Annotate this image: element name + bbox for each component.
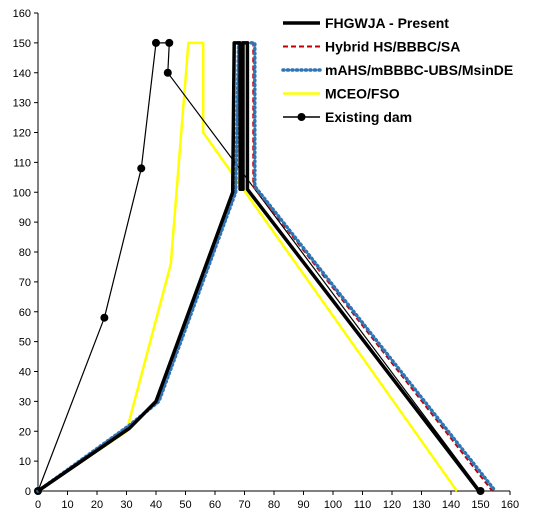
x-tick-label: 70	[238, 499, 250, 511]
x-tick-label: 140	[442, 499, 460, 511]
y-tick-label: 160	[13, 8, 31, 20]
legend-label: Hybrid HS/BBBC/SA	[325, 39, 460, 55]
data-point-existing-dam	[165, 38, 174, 47]
y-tick-label: 70	[19, 277, 31, 289]
y-tick-label: 140	[13, 68, 31, 80]
data-point-existing-dam	[137, 164, 146, 173]
x-tick-label: 30	[120, 499, 132, 511]
x-tick-label: 20	[91, 499, 103, 511]
y-tick-label: 100	[13, 187, 31, 199]
y-tick-label: 0	[25, 486, 31, 498]
y-tick-label: 80	[19, 247, 31, 259]
y-tick-label: 130	[13, 98, 31, 110]
data-point-existing-dam	[100, 313, 109, 322]
x-tick-label: 10	[61, 499, 73, 511]
x-tick-label: 60	[209, 499, 221, 511]
x-tick-label: 130	[412, 499, 430, 511]
legend-label: MCEO/FSO	[325, 86, 400, 102]
x-tick-label: 80	[268, 499, 280, 511]
y-tick-label: 90	[19, 217, 31, 229]
x-tick-label: 0	[35, 499, 41, 511]
legend-label: Existing dam	[325, 109, 412, 125]
y-tick-label: 120	[13, 128, 31, 140]
y-tick-label: 110	[13, 157, 31, 169]
series-line-fhgwja-present	[37, 41, 481, 493]
x-tick-label: 160	[501, 499, 519, 511]
series-line-hybrid-hs-bbbc-sa	[37, 41, 494, 492]
y-tick-label: 60	[19, 307, 31, 319]
axes: 0 10 20 30 40 50 60 70 80 90 100 110 120 130 140 150 160…	[13, 8, 520, 511]
x-tick-label: 110	[354, 499, 372, 511]
y-tick-label: 20	[19, 426, 31, 438]
x-tick-label: 100	[324, 499, 342, 511]
series-layer	[34, 38, 498, 495]
data-point-existing-dam	[152, 38, 160, 47]
x-tick-label: 150	[471, 499, 489, 511]
x-tick-label: 90	[297, 499, 309, 511]
x-tick-label: 40	[150, 499, 162, 511]
legend-marker	[297, 113, 306, 121]
y-tick-label: 150	[13, 38, 31, 50]
y-tick-label: 30	[19, 396, 31, 408]
legend-label: FHGWJA - Present	[325, 15, 449, 31]
series-line-existing-dam	[37, 42, 481, 492]
legend: FHGWJA - Present Hybrid HS/BBBC/SA mAHS/mB…	[281, 15, 513, 125]
x-tick-label: 120	[383, 499, 401, 511]
y-tick-label: 10	[19, 456, 31, 468]
y-tick-label: 40	[19, 367, 31, 379]
legend-label: mAHS/mBBBC-UBS/MsinDE	[325, 62, 513, 78]
x-tick-label: 50	[179, 499, 191, 511]
y-tick-label: 50	[19, 337, 31, 349]
data-point-existing-dam	[163, 68, 172, 77]
